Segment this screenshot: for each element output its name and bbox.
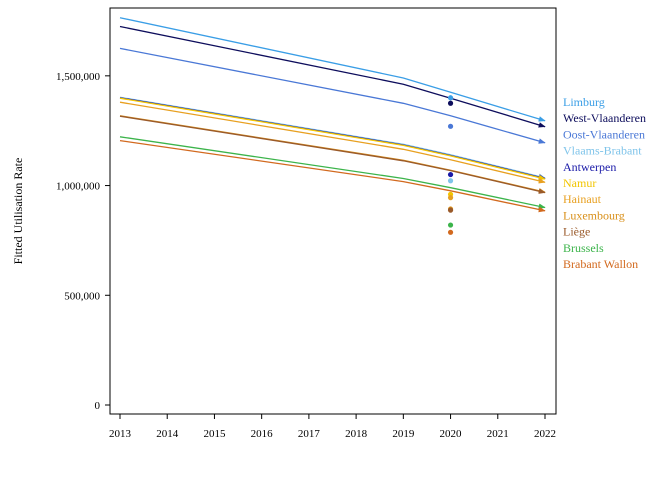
legend-entry: Antwerpen: [563, 160, 616, 174]
observed-point-west-vlaanderen: [447, 100, 454, 106]
series-line-brussels: [119, 136, 546, 209]
x-tick-label: 2015: [203, 428, 226, 440]
observed-points: [447, 95, 454, 235]
legend-entry: Hainaut: [563, 192, 602, 206]
x-tick-label: 2014: [156, 428, 179, 440]
series-line-hainaut: [119, 101, 546, 184]
y-axis-label: Fitted Utilisation Rate: [11, 158, 25, 265]
observed-point-brabant-wallon: [447, 229, 454, 235]
plot-area: [109, 7, 557, 415]
legend-entry: Brussels: [563, 241, 604, 255]
x-axis: 2013 2014 2015 2016 2017 2018 2019 2020 2021 2022: [109, 414, 556, 440]
observed-point-li-ge: [447, 207, 454, 213]
series-line-brabant-wallon: [119, 139, 546, 213]
x-tick-label: 2016: [251, 428, 274, 440]
x-tick-label: 2021: [487, 428, 509, 440]
series-lines: [119, 17, 546, 213]
x-tick-label: 2020: [440, 428, 463, 440]
x-tick-label: 2017: [298, 428, 321, 440]
legend-entry: Limburg: [563, 95, 605, 109]
observed-point-oost-vlaanderen: [447, 123, 454, 129]
x-tick-label: 2018: [345, 428, 368, 440]
series-line-limburg: [119, 17, 546, 122]
series-line-west-vlaanderen: [119, 25, 546, 128]
y-tick-label: 1,000,000: [56, 181, 101, 193]
legend: Limburg West-Vlaanderen Oost-Vlaanderen Vla…: [563, 95, 646, 271]
x-tick-label: 2013: [109, 428, 132, 440]
series-line-namur: [119, 97, 546, 181]
observed-point-limburg: [447, 95, 454, 101]
legend-entry: Liège: [563, 225, 590, 239]
legend-entry: Vlaams-Brabant: [563, 144, 642, 158]
x-tick-label: 2022: [534, 428, 556, 440]
legend-entry: West-Vlaanderen: [563, 111, 646, 125]
legend-entry: Luxembourg: [563, 208, 625, 222]
legend-entry: Oost-Vlaanderen: [563, 127, 645, 141]
observed-point-hainaut: [447, 195, 454, 201]
legend-entry: Brabant Wallon: [563, 257, 638, 271]
y-tick-label: 0: [95, 400, 101, 412]
y-tick-label: 1,500,000: [56, 71, 101, 83]
x-tick-label: 2019: [392, 428, 415, 440]
series-line-oost-vlaanderen: [119, 47, 546, 144]
y-tick-label: 500,000: [64, 290, 100, 302]
observed-point-brussels: [447, 222, 454, 228]
series-line-li-ge: [119, 115, 546, 194]
observed-point-vlaams-brabant: [447, 178, 454, 184]
observed-point-antwerpen: [447, 171, 454, 178]
legend-entry: Namur: [563, 176, 596, 190]
y-axis: 0 500,000 1,000,000 1,500,000: [56, 71, 110, 412]
